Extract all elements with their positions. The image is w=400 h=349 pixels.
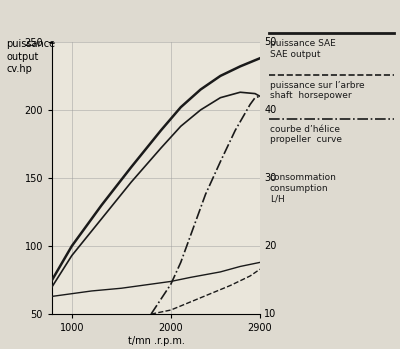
Text: puissance
output
cv.hp: puissance output cv.hp — [6, 39, 55, 74]
Text: SAE output: SAE output — [270, 50, 320, 59]
Text: puissance SAE: puissance SAE — [270, 39, 336, 48]
Text: consommation: consommation — [270, 173, 337, 183]
Text: propeller  curve: propeller curve — [270, 135, 342, 144]
Text: 50: 50 — [264, 37, 276, 47]
Text: 40: 40 — [264, 105, 276, 115]
Text: 30: 30 — [264, 173, 276, 183]
X-axis label: t/mn .r.p.m.: t/mn .r.p.m. — [128, 336, 184, 346]
Text: shaft  horsepower: shaft horsepower — [270, 91, 352, 101]
Text: L/H: L/H — [270, 194, 285, 203]
Text: courbe d’hélice: courbe d’hélice — [270, 125, 340, 134]
Text: 10: 10 — [264, 309, 276, 319]
Text: consumption: consumption — [270, 184, 329, 193]
Text: 20: 20 — [264, 241, 276, 251]
Text: puissance sur l’arbre: puissance sur l’arbre — [270, 81, 365, 90]
